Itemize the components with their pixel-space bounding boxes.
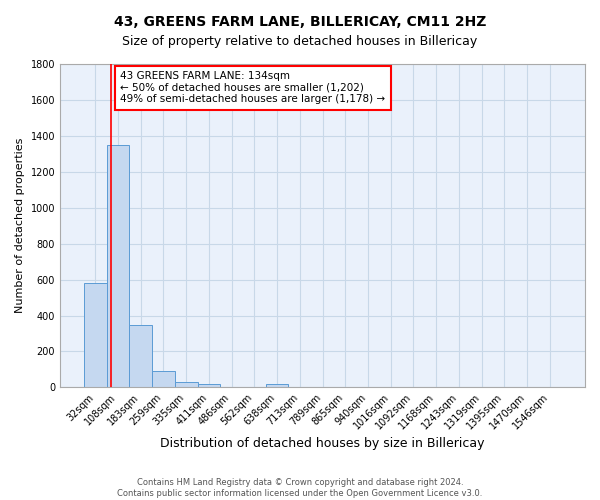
X-axis label: Distribution of detached houses by size in Billericay: Distribution of detached houses by size … <box>160 437 485 450</box>
Bar <box>84 283 107 388</box>
Y-axis label: Number of detached properties: Number of detached properties <box>15 138 25 314</box>
Text: Size of property relative to detached houses in Billericay: Size of property relative to detached ho… <box>122 35 478 48</box>
Text: 43 GREENS FARM LANE: 134sqm
← 50% of detached houses are smaller (1,202)
49% of : 43 GREENS FARM LANE: 134sqm ← 50% of det… <box>120 71 385 104</box>
Bar <box>266 384 289 388</box>
Bar <box>130 324 152 388</box>
Text: Contains HM Land Registry data © Crown copyright and database right 2024.
Contai: Contains HM Land Registry data © Crown c… <box>118 478 482 498</box>
Text: 43, GREENS FARM LANE, BILLERICAY, CM11 2HZ: 43, GREENS FARM LANE, BILLERICAY, CM11 2… <box>114 15 486 29</box>
Bar <box>175 382 197 388</box>
Bar <box>107 145 130 388</box>
Bar <box>152 372 175 388</box>
Bar <box>197 384 220 388</box>
